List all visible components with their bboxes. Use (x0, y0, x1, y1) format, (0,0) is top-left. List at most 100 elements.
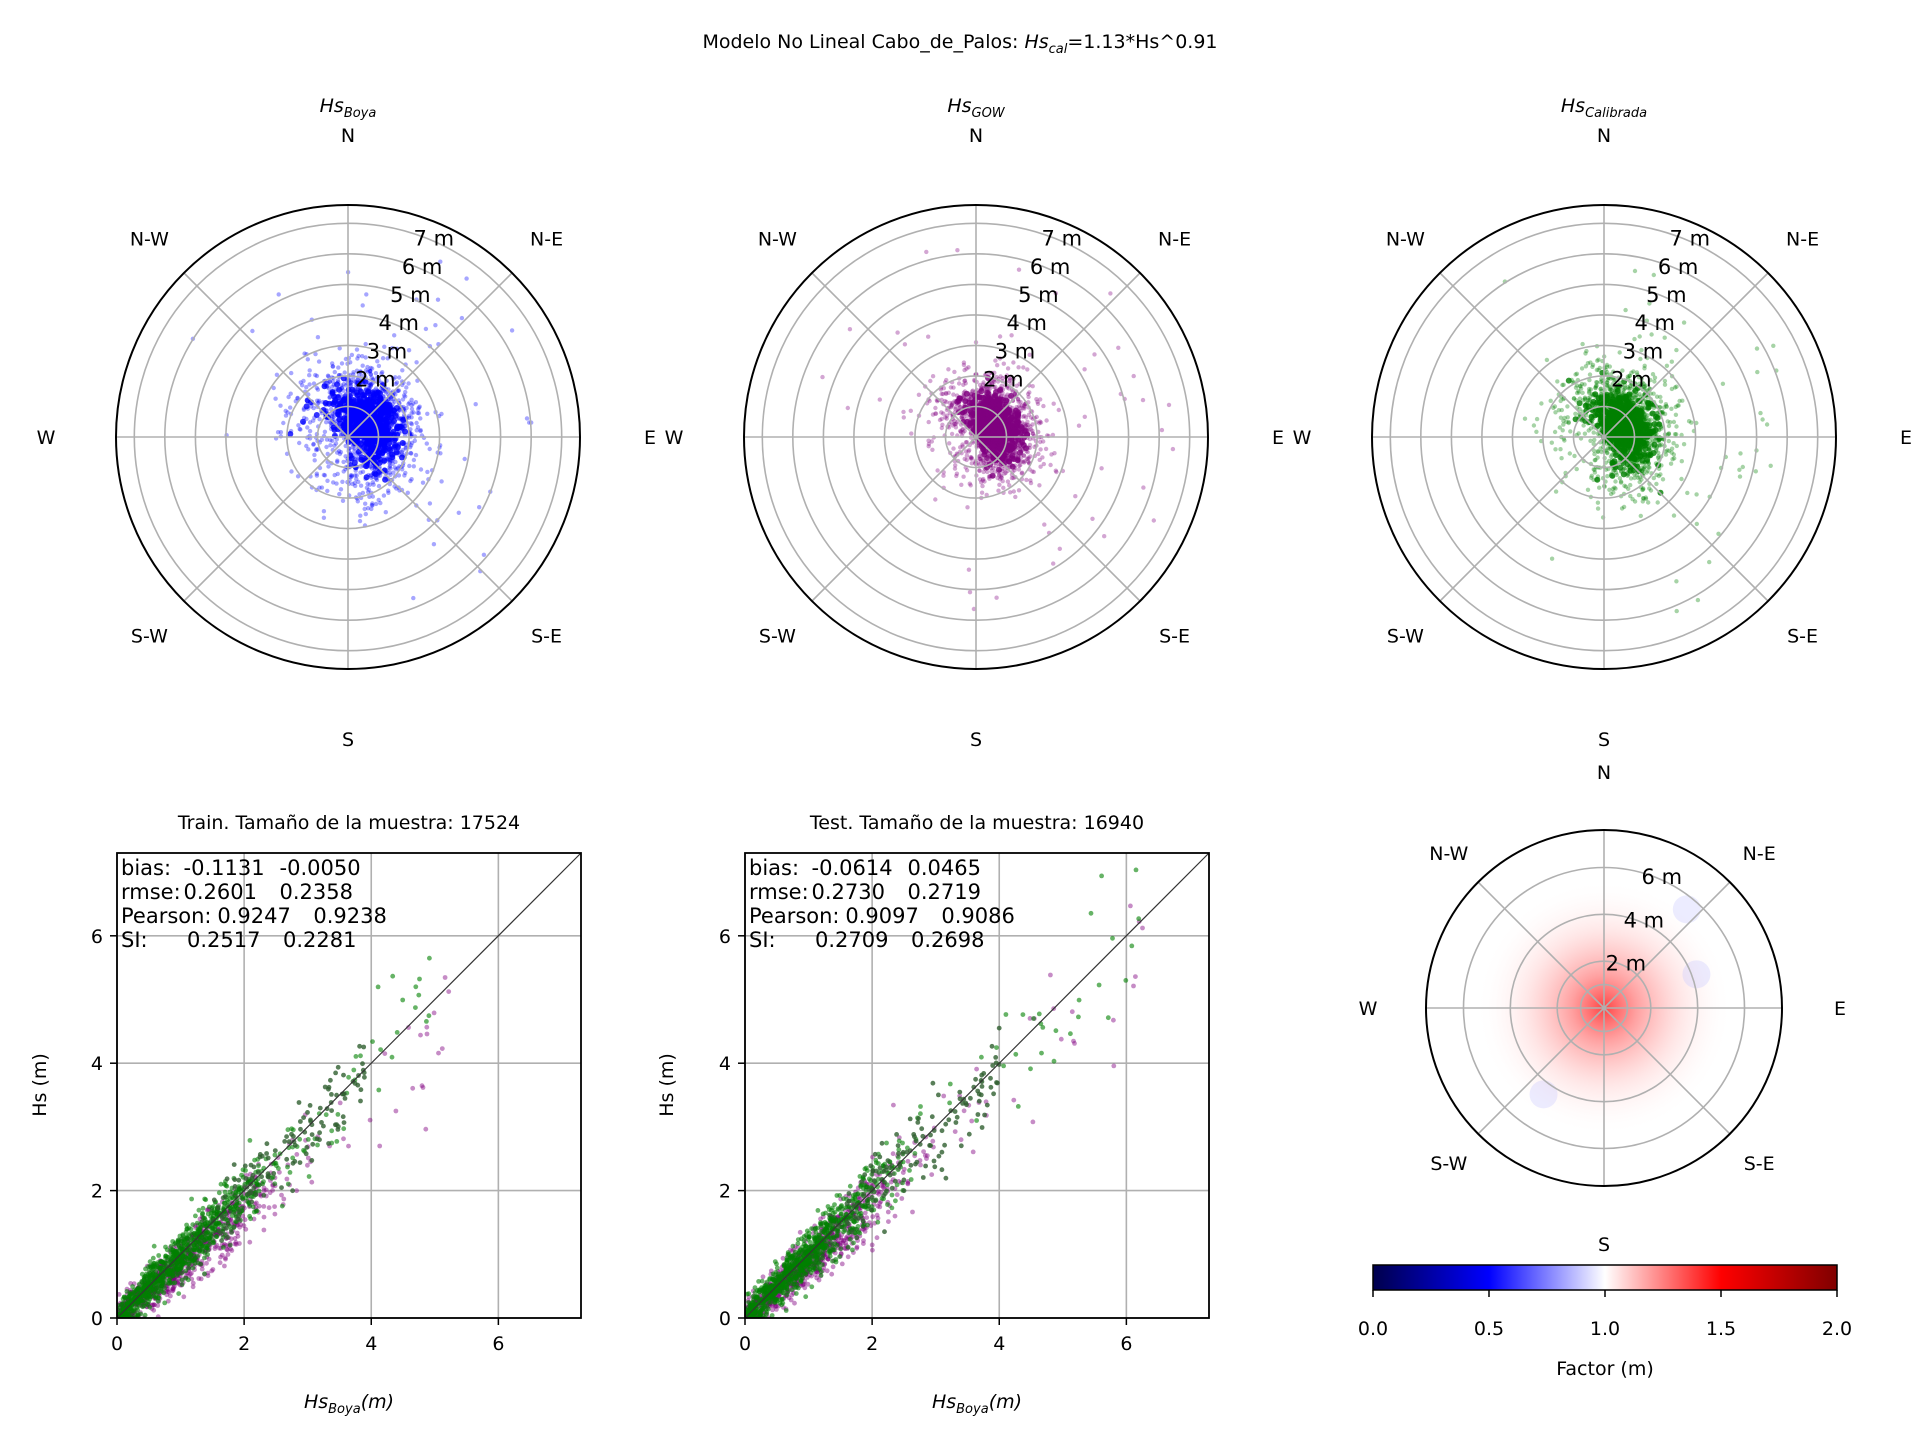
polar-point (288, 405, 293, 410)
polar-point (330, 384, 335, 389)
polar-point (1568, 429, 1573, 434)
polar-point (368, 372, 374, 377)
polar-point (398, 424, 405, 431)
polar-point (439, 479, 444, 484)
polar-point (307, 382, 312, 387)
polar-point (392, 465, 398, 470)
polar-point (325, 373, 331, 378)
polar-point (337, 451, 343, 457)
polar-point (1552, 429, 1558, 435)
polar-point (379, 371, 384, 376)
polar-point (414, 428, 419, 433)
polar-point (370, 399, 377, 406)
polar-point (343, 443, 348, 449)
polar-boya-points (190, 259, 534, 601)
polar-point (413, 452, 419, 458)
polar-point (1082, 367, 1087, 372)
polar-point (1005, 409, 1012, 416)
polar-point (364, 485, 370, 490)
polar-point (928, 378, 933, 384)
polar-point (396, 388, 401, 393)
polar-point (363, 355, 368, 360)
polar-point (930, 447, 935, 452)
polar-point (999, 473, 1004, 478)
polar-point (341, 381, 347, 387)
polar-point (944, 416, 949, 421)
polar-point (1073, 494, 1078, 499)
polar-point (412, 438, 417, 443)
polar-point (391, 397, 396, 402)
polar-point (377, 378, 382, 383)
polar-point (413, 400, 419, 405)
polar-point (339, 383, 344, 388)
polar-point (968, 409, 975, 416)
polar-point (1549, 556, 1555, 561)
polar-radial-label: 2 m (983, 368, 1024, 392)
polar-point (1598, 386, 1604, 391)
polar-point (326, 374, 331, 379)
polar-point (331, 432, 338, 439)
polar-point (352, 449, 357, 454)
polar-point (368, 473, 373, 478)
polar-point (341, 459, 346, 465)
polar-point (387, 465, 392, 470)
polar-point (1755, 369, 1760, 375)
polar-point (383, 425, 389, 432)
polar-point (963, 381, 968, 386)
polar-point (313, 372, 318, 378)
polar-point (1549, 440, 1555, 445)
polar-point (307, 420, 313, 425)
polar-radial-label: 3 m (367, 339, 408, 363)
polar-point (1049, 452, 1054, 457)
polar-point (1758, 410, 1763, 416)
polar-point (308, 404, 314, 409)
polar-point (315, 387, 321, 392)
polar-point (985, 414, 992, 421)
polar-radial-label: 3 m (995, 339, 1036, 363)
polar-point (1030, 422, 1035, 427)
polar-spoke (183, 272, 349, 438)
polar-point (462, 456, 467, 462)
polar-point (1754, 346, 1760, 351)
polar-point (1018, 462, 1023, 468)
polar-point (354, 347, 360, 352)
polar-point (877, 397, 882, 402)
polar-point (1681, 320, 1687, 325)
polar-radial-label: 5 m (1018, 283, 1059, 307)
polar-point (1001, 485, 1006, 490)
polar-point (1534, 416, 1540, 422)
polar-point (1016, 267, 1022, 272)
polar-point (348, 380, 354, 385)
polar-point (416, 411, 422, 416)
polar-point (365, 506, 371, 511)
polar-point (1038, 397, 1043, 402)
polar-point (951, 385, 956, 390)
polar-point (930, 374, 936, 379)
polar-point (300, 418, 306, 425)
polar-point (348, 360, 353, 365)
polar-point (314, 471, 319, 476)
polar-point (349, 352, 355, 358)
polar-point (1681, 442, 1687, 447)
polar-point (360, 354, 365, 359)
polar-point (335, 450, 340, 455)
polar-point (1548, 398, 1553, 403)
polar-point (1028, 478, 1033, 483)
polar-point (1116, 345, 1121, 350)
polar-point (969, 400, 976, 406)
polar-point (438, 451, 443, 456)
polar-point (405, 490, 410, 495)
polar-plot-hs-gow: 2 m3 m4 m5 m6 m7 mNN-EES-ESS-WWN-W (665, 125, 1284, 751)
polar-point (418, 416, 423, 421)
polar-point (285, 410, 290, 415)
polar-point (926, 419, 931, 425)
polar-point (524, 416, 530, 421)
polar-point (393, 375, 398, 380)
polar-point (902, 342, 908, 347)
polar-point (365, 364, 370, 370)
polar-point (394, 444, 401, 450)
polar-point (417, 404, 422, 409)
polar-point (403, 389, 408, 395)
polar-point (941, 473, 946, 478)
polar-point (324, 437, 330, 442)
